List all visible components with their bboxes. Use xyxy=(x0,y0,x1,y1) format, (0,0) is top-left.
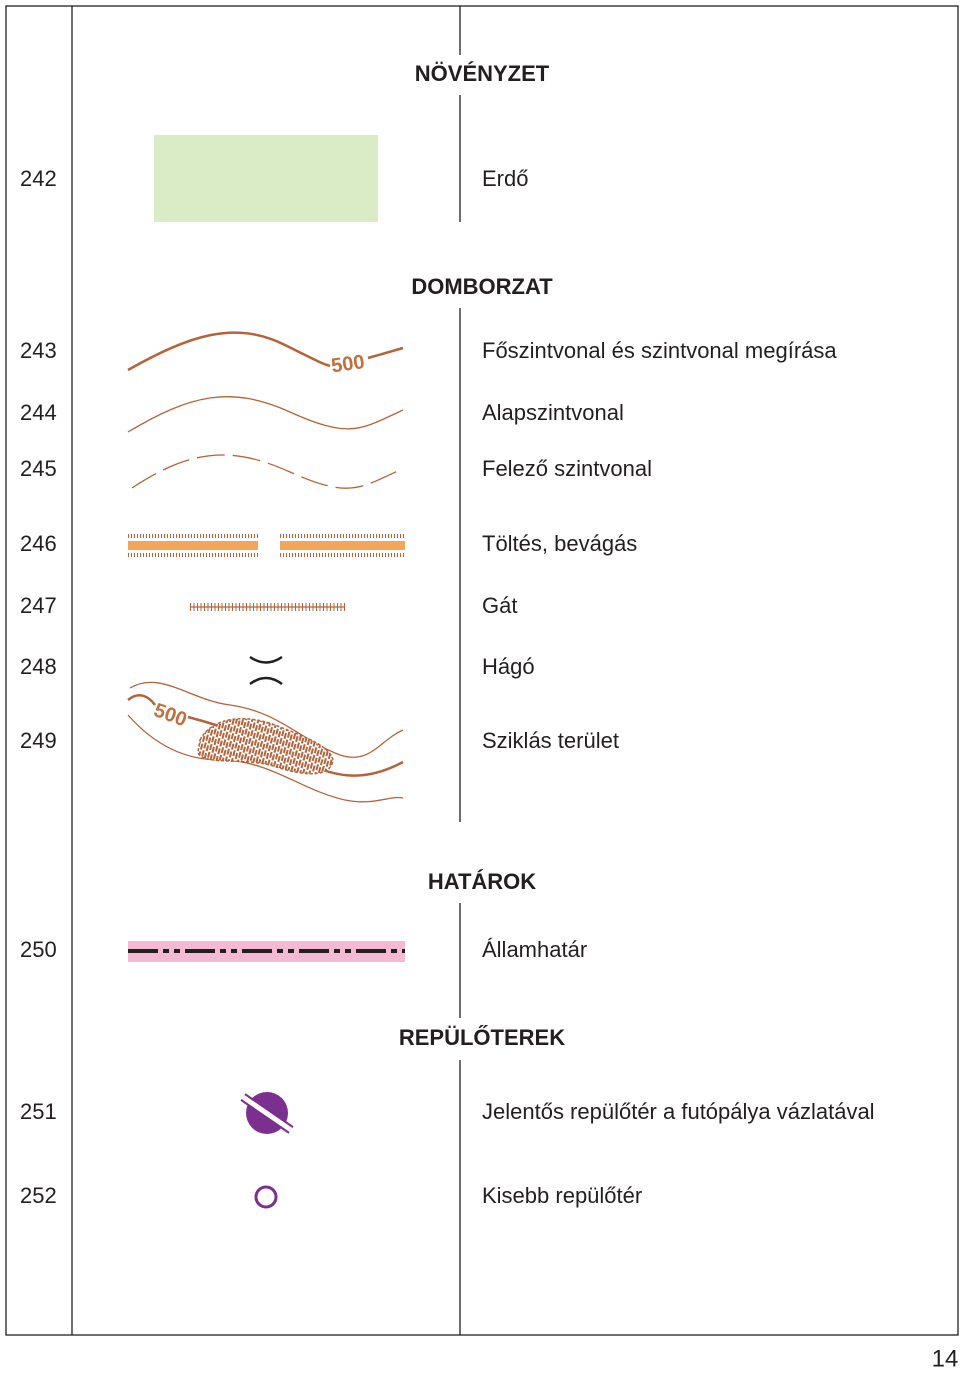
page-number: 14 xyxy=(932,1345,959,1372)
row-number: 245 xyxy=(20,456,57,481)
contour-label: 500 xyxy=(330,351,366,377)
row-label: Főszintvonal és szintvonal megírása xyxy=(482,338,837,363)
row-number: 252 xyxy=(20,1183,57,1208)
row-label: Sziklás terület xyxy=(482,728,619,753)
row-label: Felező szintvonal xyxy=(482,456,652,481)
row-label: Államhatár xyxy=(482,937,587,962)
row-label: Hágó xyxy=(482,654,535,679)
rocky-area-symbol xyxy=(127,681,404,803)
row-label: Gát xyxy=(482,593,517,618)
row-number: 251 xyxy=(20,1099,57,1124)
section-heading: NÖVÉNYZET xyxy=(415,61,550,86)
row-label: Kisebb repülőtér xyxy=(482,1183,642,1208)
row-number: 248 xyxy=(20,654,57,679)
row-label: Alapszintvonal xyxy=(482,400,624,425)
section-heading: HATÁROK xyxy=(428,869,536,894)
pass-symbol xyxy=(249,655,283,686)
section-heading: DOMBORZAT xyxy=(411,274,553,299)
rows: 242 Erdő 243 Főszintvonal és szintvonal meg… xyxy=(20,166,875,1208)
contour-symbol xyxy=(127,396,404,433)
airport-symbol xyxy=(240,1092,294,1134)
row-number: 246 xyxy=(20,531,57,556)
row-number: 250 xyxy=(20,937,57,962)
half-contour-symbol xyxy=(131,454,401,489)
row-number: 244 xyxy=(20,400,57,425)
embankment-symbol xyxy=(128,534,405,557)
contour-label: 500 xyxy=(151,699,190,731)
forest-symbol xyxy=(154,135,378,222)
small-airport-symbol xyxy=(254,1185,278,1209)
row-label: Töltés, bevágás xyxy=(482,531,637,556)
section-heading: REPÜLŐTEREK xyxy=(399,1025,565,1050)
row-number: 249 xyxy=(20,728,57,753)
row-number: 247 xyxy=(20,593,57,618)
row-number: 242 xyxy=(20,166,57,191)
row-number: 243 xyxy=(20,338,57,363)
frame xyxy=(5,5,959,1336)
border-symbol xyxy=(128,941,405,962)
row-label: Jelentős repülőtér a futópálya vázlatáva… xyxy=(482,1099,875,1124)
index-contour-symbol xyxy=(127,331,404,372)
row-label: Erdő xyxy=(482,166,528,191)
